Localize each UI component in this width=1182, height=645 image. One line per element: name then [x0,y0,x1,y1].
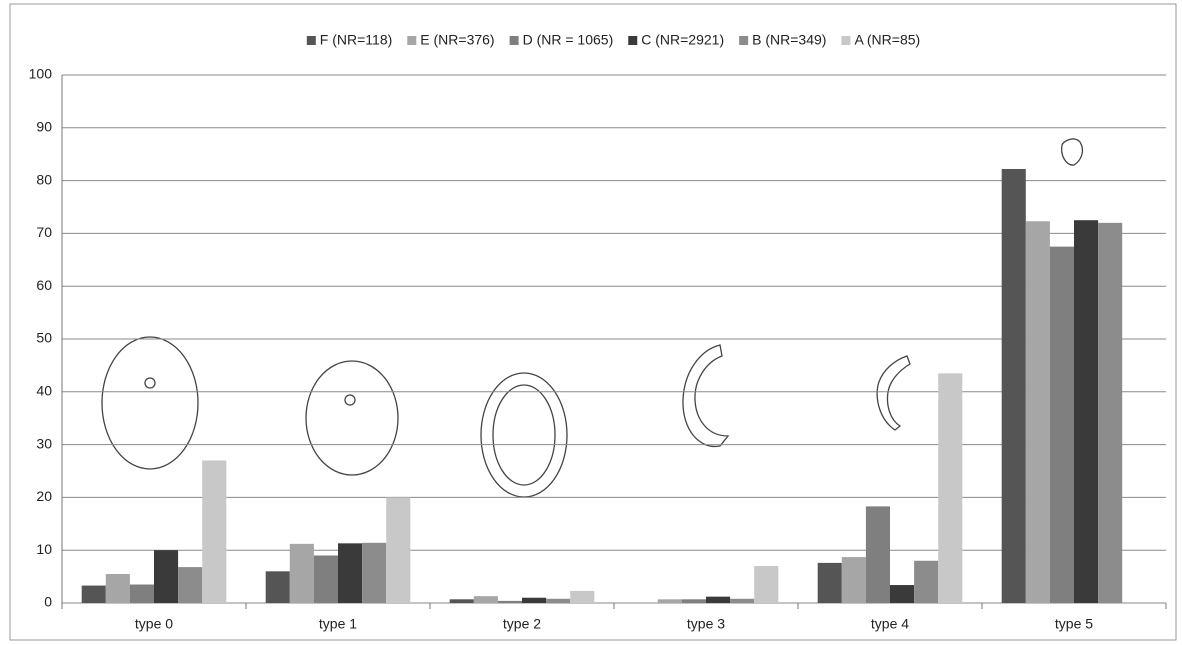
x-tick-label: type 4 [871,616,909,632]
bar [178,567,203,603]
legend-label: F (NR=118) [320,32,392,48]
bar [1049,246,1074,603]
bar [386,497,411,603]
y-tick-label: 60 [36,277,52,293]
y-tick-label: 30 [36,435,52,451]
legend-swatch [628,36,638,45]
y-tick-label: 50 [36,330,52,346]
x-tick-label: type 5 [1055,616,1093,632]
y-tick-label: 80 [36,171,52,187]
shell-apex [144,377,156,389]
y-tick-label: 0 [44,594,52,610]
bar [681,599,706,603]
legend-label: C (NR=2921) [641,32,724,48]
bar [105,573,130,603]
bar [202,460,227,603]
bar [129,584,154,603]
chart-border [9,3,1177,641]
bar [473,596,498,603]
y-tick-label: 70 [36,224,52,240]
x-tick-label: type 0 [135,616,173,632]
bar [1074,220,1099,603]
bar [497,600,522,603]
shell-type-0 [101,336,199,470]
shell-apex [344,394,356,406]
bar [1025,221,1050,604]
y-tick-label: 90 [36,119,52,135]
shell-illustrations [101,138,1084,498]
bar [841,557,866,603]
shell-type-5 [1060,138,1084,166]
bar [313,555,338,603]
legend-label: B (NR=349) [752,32,826,48]
bar [657,599,682,603]
bar [1098,222,1123,603]
legend-swatch [306,36,316,45]
legend-label: E (NR=376) [420,32,494,48]
bar [754,566,779,603]
bar [546,598,571,603]
bar [890,585,915,603]
legend-swatch [841,36,851,45]
bar [706,596,731,603]
y-tick-label: 40 [36,383,52,399]
x-tick-label: type 1 [319,616,357,632]
bar [362,542,387,603]
bar [338,543,363,603]
y-tick-label: 10 [36,541,52,557]
shell-type-1 [305,360,399,476]
legend-swatch [407,36,417,45]
shell-type-3 [682,344,730,448]
bar [154,550,179,603]
legend-label: D (NR = 1065) [523,32,614,48]
bar [289,543,314,603]
shell-type-4 [876,355,911,431]
bar [938,373,963,603]
x-tick-label: type 3 [687,616,725,632]
legend-label: A (NR=85) [854,32,920,48]
bar [817,562,842,603]
bar [865,506,890,603]
x-tick-label: type 2 [503,616,541,632]
bar [1001,168,1026,603]
y-tick-label: 20 [36,488,52,504]
bar [449,599,474,603]
bar [522,597,547,603]
bar [81,585,106,603]
legend-swatch [509,36,519,45]
legend-swatch [739,36,749,45]
bar [914,560,939,603]
bar [730,598,755,603]
y-tick-label: 100 [29,66,53,82]
bar [265,571,290,603]
shell-type-2-inner [492,384,556,486]
bar [570,590,595,603]
